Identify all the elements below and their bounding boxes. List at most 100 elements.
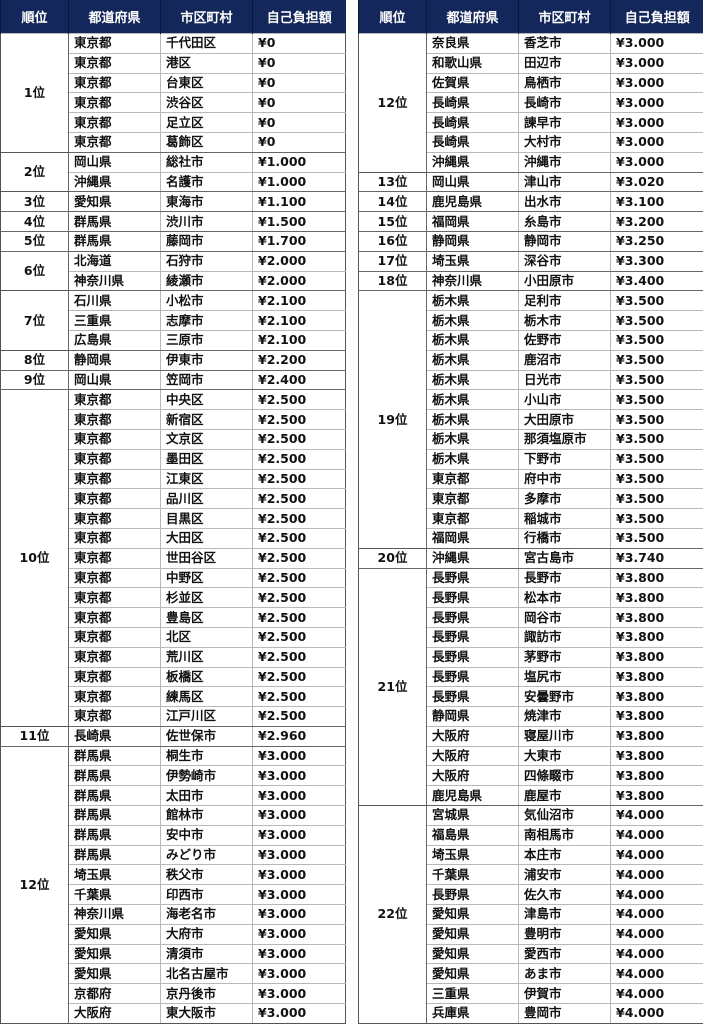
- prefecture-cell: 東京都: [68, 131, 161, 153]
- table-row: 東京都 目黒区 ¥2.500: [1, 508, 346, 529]
- prefecture-cell: 東京都: [426, 508, 519, 529]
- copay-cell: ¥3.800: [610, 567, 703, 589]
- table-row: 10位 東京都 中央区 ¥2.500: [0, 389, 346, 727]
- table-row: 東京都 台東区 ¥0: [1, 72, 346, 94]
- table-row: 東京都 杉並区 ¥2.500: [1, 587, 346, 609]
- municipality-cell: 安曇野市: [518, 686, 611, 708]
- copay-cell: ¥2.000: [252, 250, 346, 272]
- table-row: 栃木県 那須塩原市 ¥3.500: [359, 428, 703, 450]
- prefecture-cell: 東京都: [68, 587, 161, 609]
- copay-cell: ¥2.500: [252, 428, 346, 450]
- copay-cell: ¥3.000: [252, 884, 346, 906]
- municipality-cell: 静岡市: [518, 230, 611, 252]
- municipality-cell: 小松市: [160, 290, 253, 312]
- prefecture-cell: 岡山県: [68, 369, 161, 391]
- table-row: 東京都 葛飾区 ¥0: [1, 131, 346, 153]
- prefecture-cell: 神奈川県: [426, 270, 519, 292]
- municipality-cell: 佐久市: [518, 884, 611, 906]
- prefecture-cell: 大阪府: [426, 725, 519, 747]
- prefecture-cell: 東京都: [68, 389, 161, 411]
- copay-cell: ¥3.000: [252, 864, 346, 886]
- prefecture-cell: 長野県: [426, 686, 519, 708]
- copay-cell: ¥1.100: [252, 191, 346, 213]
- municipality-cell: あま市: [518, 963, 611, 985]
- copay-cell: ¥3.800: [610, 686, 703, 708]
- prefecture-cell: 埼玉県: [426, 844, 519, 866]
- prefecture-cell: 東京都: [68, 72, 161, 94]
- prefecture-cell: 長野県: [426, 607, 519, 628]
- prefecture-cell: 岡山県: [68, 151, 161, 173]
- municipality-cell: 本庄市: [518, 844, 611, 866]
- prefecture-cell: 福岡県: [426, 211, 519, 232]
- prefecture-cell: 東京都: [68, 666, 161, 688]
- prefecture-cell: 愛知県: [68, 923, 161, 945]
- table-row: 埼玉県 秩父市 ¥3.000: [1, 864, 346, 886]
- municipality-cell: 杉並区: [160, 587, 253, 609]
- table-row: 福岡県 行橋市 ¥3.500: [359, 527, 703, 549]
- copay-cell: ¥0: [252, 112, 346, 133]
- table-row: 11位 長崎県 佐世保市 ¥2.960: [0, 725, 346, 747]
- table-row: 和歌山県 田辺市 ¥3.000: [359, 52, 703, 74]
- municipality-cell: 栃木市: [518, 310, 611, 331]
- prefecture-cell: 愛知県: [68, 963, 161, 985]
- prefecture-cell: 京都府: [68, 983, 161, 1005]
- copay-cell: ¥0: [252, 72, 346, 94]
- municipality-cell: 印西市: [160, 884, 253, 906]
- table-row: 千葉県 浦安市 ¥4.000: [359, 864, 703, 886]
- copay-cell: ¥3.300: [610, 250, 703, 272]
- table-row: 12位 群馬県 桐生市 ¥3.000: [0, 745, 346, 1024]
- copay-cell: ¥3.000: [252, 983, 346, 1005]
- copay-cell: ¥2.500: [252, 527, 346, 549]
- table-row: 東京都 練馬区 ¥2.500: [1, 686, 346, 708]
- prefecture-cell: 愛知県: [426, 963, 519, 985]
- prefecture-cell: 東京都: [68, 92, 161, 114]
- prefecture-cell: 東京都: [68, 448, 161, 470]
- rank-cell: 1位: [0, 33, 69, 153]
- rank-cell: 22位: [358, 805, 427, 1024]
- prefecture-cell: 静岡県: [426, 230, 519, 252]
- rank-cell: 2位: [0, 151, 69, 193]
- copay-cell: ¥2.500: [252, 686, 346, 708]
- prefecture-cell: 群馬県: [68, 230, 161, 252]
- prefecture-cell: 栃木県: [426, 329, 519, 351]
- municipality-cell: 出水市: [518, 191, 611, 213]
- municipality-cell: 総社市: [160, 151, 253, 173]
- municipality-cell: 千代田区: [160, 33, 253, 54]
- copay-cell: ¥3.000: [610, 112, 703, 133]
- municipality-cell: 鹿屋市: [518, 785, 611, 807]
- copay-cell: ¥4.000: [610, 904, 703, 925]
- prefecture-cell: 三重県: [68, 310, 161, 331]
- copay-cell: ¥1.000: [252, 171, 346, 193]
- municipality-cell: 江戸川区: [160, 706, 253, 727]
- prefecture-cell: 群馬県: [68, 824, 161, 846]
- copay-cell: ¥2.200: [252, 349, 346, 371]
- table-row: 6位 北海道 石狩市 ¥2.000: [0, 250, 346, 292]
- header-prefecture: 都道府県: [426, 0, 519, 34]
- municipality-cell: 岡谷市: [518, 607, 611, 628]
- table-row: 15位 福岡県 糸島市 ¥3.200: [358, 211, 703, 232]
- municipality-cell: 豊岡市: [518, 1003, 611, 1024]
- copay-cell: ¥3.000: [252, 844, 346, 866]
- prefecture-cell: 沖縄県: [426, 151, 519, 173]
- municipality-cell: 足立区: [160, 112, 253, 133]
- municipality-cell: 太田市: [160, 785, 253, 807]
- copay-cell: ¥4.000: [610, 963, 703, 985]
- prefecture-cell: 長崎県: [426, 112, 519, 133]
- prefecture-cell: 東京都: [68, 626, 161, 648]
- table-row: 8位 静岡県 伊東市 ¥2.200: [0, 349, 346, 371]
- municipality-cell: 那須塩原市: [518, 428, 611, 450]
- prefecture-cell: 群馬県: [68, 211, 161, 232]
- municipality-cell: 松本市: [518, 587, 611, 609]
- municipality-cell: 下野市: [518, 448, 611, 470]
- table-row: 東京都 大田区 ¥2.500: [1, 527, 346, 549]
- table-row: 兵庫県 豊岡市 ¥4.000: [359, 1003, 703, 1024]
- table-row: 東京都 江東区 ¥2.500: [1, 468, 346, 490]
- municipality-cell: 沖縄市: [518, 151, 611, 173]
- copay-cell: ¥0: [252, 33, 346, 54]
- copay-cell: ¥2.500: [252, 409, 346, 430]
- municipality-cell: 愛西市: [518, 943, 611, 965]
- copay-cell: ¥3.800: [610, 587, 703, 609]
- copay-cell: ¥3.000: [252, 963, 346, 985]
- copay-cell: ¥3.000: [252, 904, 346, 925]
- municipality-cell: 小田原市: [518, 270, 611, 292]
